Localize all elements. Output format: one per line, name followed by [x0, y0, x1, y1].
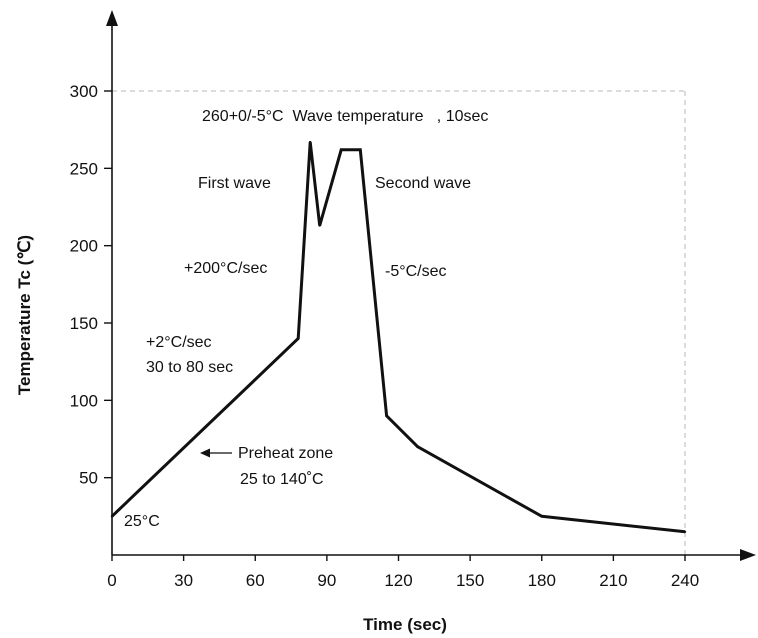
x-tick-label: 30 [174, 571, 193, 590]
profile-vertex [308, 140, 312, 144]
y-axis-arrowhead [106, 10, 118, 26]
x-tick-label: 210 [599, 571, 627, 590]
annotation-first-wave: First wave [198, 175, 271, 192]
y-tick-label: 200 [70, 237, 98, 256]
annotation-ramp-up-rate: +200°C/sec [184, 260, 267, 277]
y-tick-label: 100 [70, 391, 98, 410]
x-axis-arrowhead [740, 549, 756, 561]
x-tick-label: 120 [384, 571, 412, 590]
preheat-pointer-arrowhead [200, 448, 210, 458]
y-tick-label: 250 [70, 159, 98, 178]
annotation-ramp-down-rate: -5°C/sec [385, 263, 447, 280]
profile-vertex [340, 148, 343, 151]
annotation-start-temperature: 25°C [124, 513, 160, 530]
series-layer [110, 140, 687, 534]
profile-vertex [318, 224, 321, 227]
annotation-preheat-zone-line1: Preheat zone [238, 445, 333, 462]
x-tick-label: 240 [671, 571, 699, 590]
profile-vertex [385, 414, 388, 417]
x-axis-title: Time (sec) [363, 615, 447, 634]
profile-vertex [683, 530, 687, 533]
profile-vertex [110, 515, 114, 518]
y-tick-label: 50 [79, 469, 98, 488]
y-tick-label: 150 [70, 314, 98, 333]
ticks-layer: 0 30 60 90 120 150 180 210 240 50 100 150 200 250 300 [70, 82, 700, 590]
annotation-preheat-rate-line2: 30 to 80 sec [146, 359, 233, 376]
x-tick-label: 180 [528, 571, 556, 590]
x-tick-label: 60 [246, 571, 265, 590]
annotation-preheat-zone-line2: 25 to 140˚C [240, 471, 324, 488]
y-tick-label: 300 [70, 82, 98, 101]
annotation-wave-temperature: 260+0/-5°C Wave temperature , 10sec [202, 108, 488, 125]
profile-vertex [359, 148, 362, 151]
annotation-preheat-rate-line1: +2°C/sec [146, 334, 212, 351]
x-tick-label: 150 [456, 571, 484, 590]
profile-vertex [416, 445, 419, 448]
x-tick-label: 90 [317, 571, 336, 590]
profile-vertex [297, 337, 300, 340]
x-tick-label: 0 [107, 571, 116, 590]
temperature-profile-line [110, 141, 686, 534]
y-axis-title: Temperature Tc (℃) [15, 235, 34, 395]
annotation-second-wave: Second wave [375, 175, 471, 192]
profile-vertex [540, 515, 543, 518]
